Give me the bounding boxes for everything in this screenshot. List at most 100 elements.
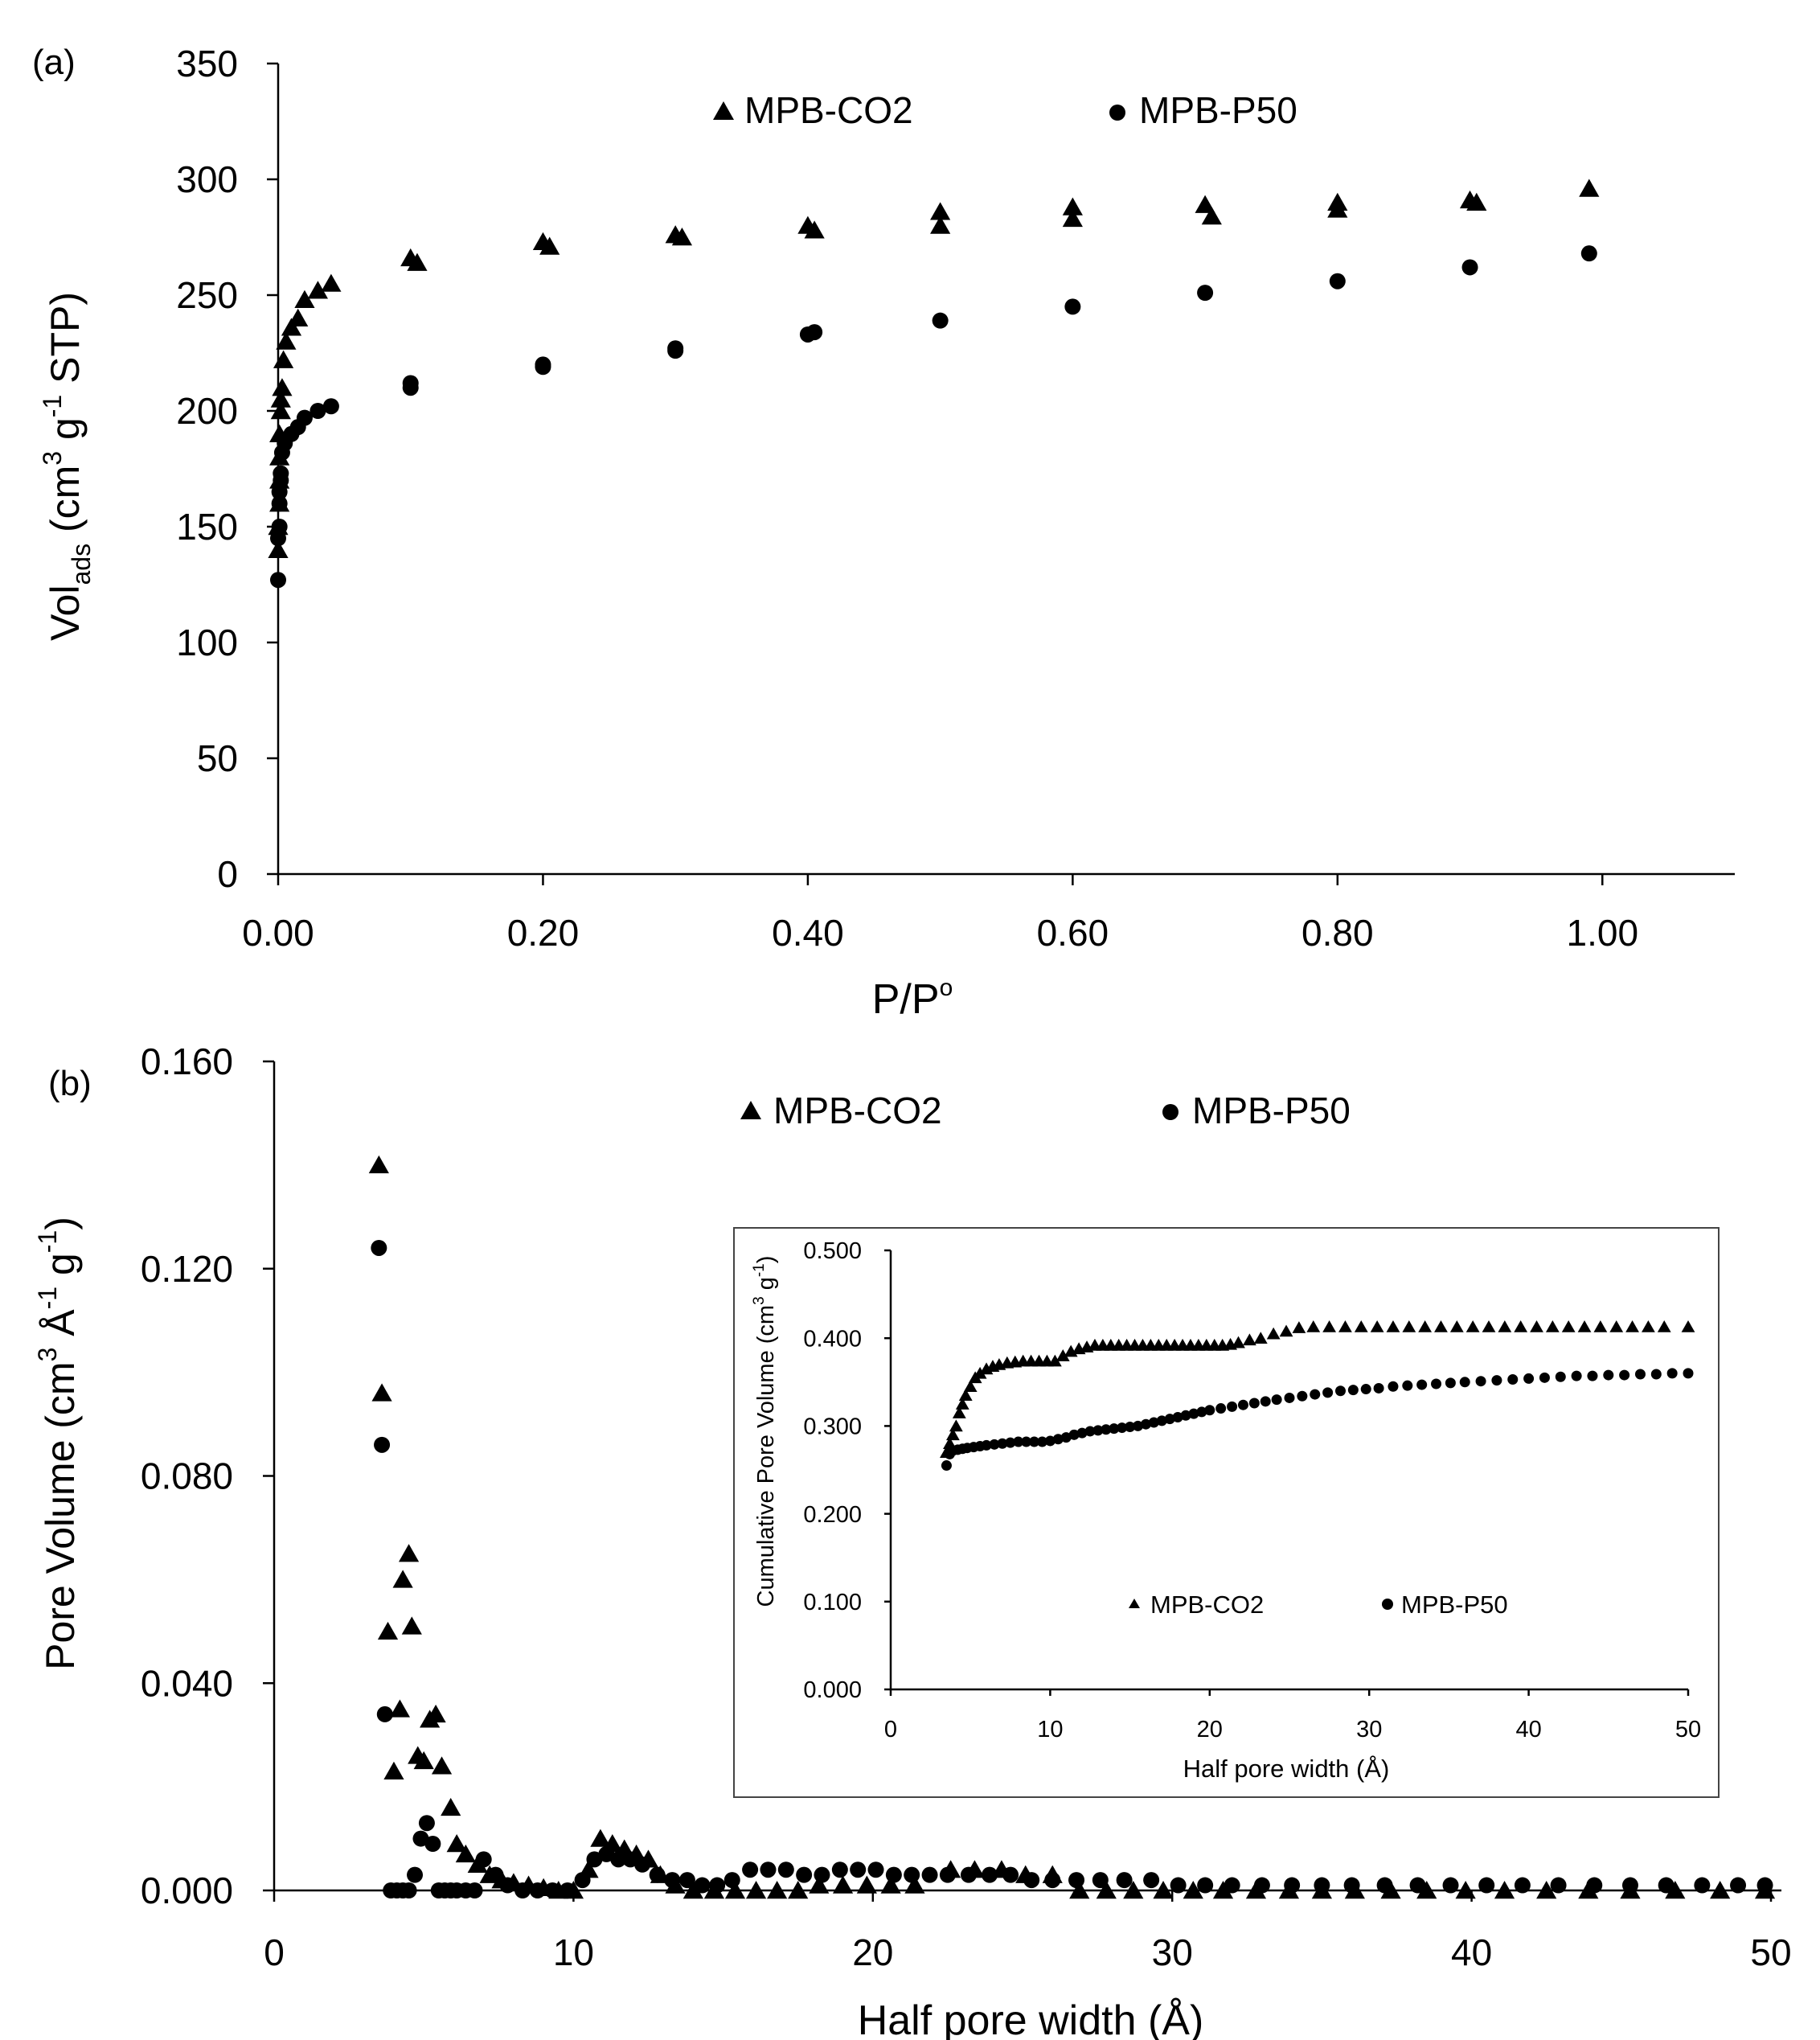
b-point-mpb-co2 xyxy=(392,1570,413,1588)
b-point-mpb-co2 xyxy=(788,1881,809,1899)
b-y-tick-label: 0.160 xyxy=(141,1041,233,1082)
legend-inset-label-p50: MPB-P50 xyxy=(1401,1591,1508,1619)
legend-b-label-p50: MPB-P50 xyxy=(1192,1090,1351,1131)
inset-y-tick-label: 0.000 xyxy=(803,1677,862,1703)
b-point-mpb-p50 xyxy=(1314,1877,1330,1894)
a-point-mpb-p50 xyxy=(667,343,684,359)
inset-point-mpb-p50 xyxy=(1237,1399,1248,1410)
a-point-mpb-co2 xyxy=(671,228,693,246)
b-point-mpb-co2 xyxy=(682,1881,703,1899)
inset-point-mpb-co2 xyxy=(963,1380,978,1393)
a-point-mpb-co2 xyxy=(276,331,297,350)
a-x-tick-label: 0.60 xyxy=(1037,912,1109,954)
a-point-mpb-co2 xyxy=(294,289,315,308)
inset-point-mpb-p50 xyxy=(1523,1373,1535,1384)
b-point-mpb-co2 xyxy=(398,1544,420,1562)
inset-point-mpb-co2 xyxy=(1498,1320,1512,1332)
b-point-mpb-p50 xyxy=(1224,1877,1240,1894)
inset-point-mpb-co2 xyxy=(1465,1320,1480,1332)
b-point-mpb-p50 xyxy=(649,1866,666,1883)
inset-point-mpb-p50 xyxy=(1133,1420,1144,1431)
b-point-mpb-p50 xyxy=(586,1851,603,1868)
b-point-mpb-p50 xyxy=(424,1836,441,1853)
b-point-mpb-co2 xyxy=(413,1751,434,1770)
inset-point-mpb-p50 xyxy=(1284,1392,1295,1403)
inset-point-mpb-p50 xyxy=(1036,1436,1047,1447)
inset-axes xyxy=(884,1249,1690,1696)
inset-point-mpb-p50 xyxy=(1619,1369,1630,1381)
a-point-mpb-co2 xyxy=(930,215,951,234)
inset-point-mpb-p50 xyxy=(1109,1423,1120,1435)
a-point-mpb-p50 xyxy=(1064,298,1081,315)
inset-point-mpb-p50 xyxy=(1297,1390,1308,1402)
b-point-mpb-p50 xyxy=(904,1866,920,1883)
a-point-mpb-co2 xyxy=(1466,192,1487,211)
inset-point-mpb-p50 xyxy=(1445,1377,1456,1389)
inset-point-mpb-p50 xyxy=(1271,1394,1282,1406)
b-point-mpb-co2 xyxy=(446,1834,467,1853)
a-y-tick-label: 0 xyxy=(217,853,238,895)
b-point-mpb-p50 xyxy=(1694,1877,1711,1894)
inset-point-mpb-p50 xyxy=(1204,1405,1215,1416)
inset-point-mpb-p50 xyxy=(1196,1406,1207,1418)
inset-point-mpb-p50 xyxy=(1021,1436,1032,1447)
a-y-tick-label: 50 xyxy=(197,737,238,779)
b-point-mpb-co2 xyxy=(1455,1881,1476,1899)
a-x-tick-label: 1.00 xyxy=(1567,912,1639,954)
inset-point-mpb-p50 xyxy=(1402,1380,1413,1391)
a-point-mpb-co2 xyxy=(270,401,291,420)
inset-point-mpb-co2 xyxy=(973,1366,987,1379)
inset-point-mpb-p50 xyxy=(1125,1421,1136,1432)
b-point-mpb-co2 xyxy=(377,1621,399,1640)
panel-a-tick-labels: 0 50 100 150 200 250 300 350 0.00 0.20 0.40 0.60 0.8… xyxy=(176,43,1638,954)
a-point-mpb-p50 xyxy=(1461,259,1478,276)
b-point-mpb-p50 xyxy=(466,1882,483,1898)
legend-a-label-p50: MPB-P50 xyxy=(1139,89,1297,131)
inset-point-mpb-p50 xyxy=(1459,1377,1470,1388)
b-point-mpb-co2 xyxy=(1494,1881,1515,1899)
b-point-mpb-co2 xyxy=(1665,1881,1686,1899)
inset-x-tick-label: 0 xyxy=(884,1717,897,1742)
inset-y-tick-label: 0.300 xyxy=(803,1414,862,1440)
inset-point-mpb-co2 xyxy=(952,1406,966,1418)
a-x-tick-label: 0.20 xyxy=(507,912,580,954)
b-point-mpb-co2 xyxy=(832,1875,854,1894)
a-y-tick-label: 350 xyxy=(176,43,238,84)
b-point-mpb-co2 xyxy=(724,1881,746,1899)
inset-point-mpb-p50 xyxy=(1603,1369,1614,1381)
a-point-mpb-co2 xyxy=(268,540,289,558)
inset-point-mpb-co2 xyxy=(1402,1320,1416,1332)
inset-point-mpb-p50 xyxy=(1507,1374,1519,1385)
b-point-mpb-p50 xyxy=(796,1866,813,1883)
panel-b-inset: 0.000 0.100 0.200 0.300 0.400 0.500 0 10 20 30 40 5… xyxy=(733,1227,1720,1798)
a-point-mpb-co2 xyxy=(1195,195,1215,213)
inset-point-mpb-co2 xyxy=(1322,1320,1336,1332)
b-point-mpb-co2 xyxy=(1710,1881,1731,1899)
b-point-mpb-co2 xyxy=(1536,1881,1557,1899)
b-point-mpb-p50 xyxy=(831,1861,848,1878)
inset-marks xyxy=(940,1320,1695,1472)
b-point-mpb-p50 xyxy=(960,1866,977,1883)
b-point-mpb-co2 xyxy=(1096,1881,1117,1899)
a-point-mpb-co2 xyxy=(270,389,291,408)
legend-inset-triangle-icon xyxy=(1129,1599,1140,1608)
inset-point-mpb-p50 xyxy=(1248,1398,1260,1409)
a-point-mpb-co2 xyxy=(1327,199,1348,218)
inset-point-mpb-p50 xyxy=(989,1439,1000,1450)
b-y-tick-label: 0.080 xyxy=(141,1455,233,1497)
a-point-mpb-p50 xyxy=(402,380,419,396)
a-point-mpb-co2 xyxy=(407,252,428,271)
inset-legend: MPB-CO2 MPB-P50 xyxy=(1129,1591,1508,1619)
a-x-tick-label: 0.40 xyxy=(772,912,844,954)
a-x-tick-label: 0.00 xyxy=(242,912,314,954)
inset-point-mpb-p50 xyxy=(1322,1387,1334,1398)
b-point-mpb-p50 xyxy=(921,1866,938,1883)
b-x-tick-label: 10 xyxy=(553,1931,594,1973)
inset-point-mpb-co2 xyxy=(1243,1333,1256,1346)
b-point-mpb-p50 xyxy=(814,1866,830,1883)
panel-b-ylabel: Pore Volume (cm3 Å-1 g-1) xyxy=(33,1217,83,1670)
b-point-mpb-p50 xyxy=(1442,1877,1459,1894)
b-point-mpb-p50 xyxy=(1284,1877,1301,1894)
b-point-mpb-p50 xyxy=(1586,1877,1603,1894)
a-point-mpb-p50 xyxy=(271,519,288,535)
